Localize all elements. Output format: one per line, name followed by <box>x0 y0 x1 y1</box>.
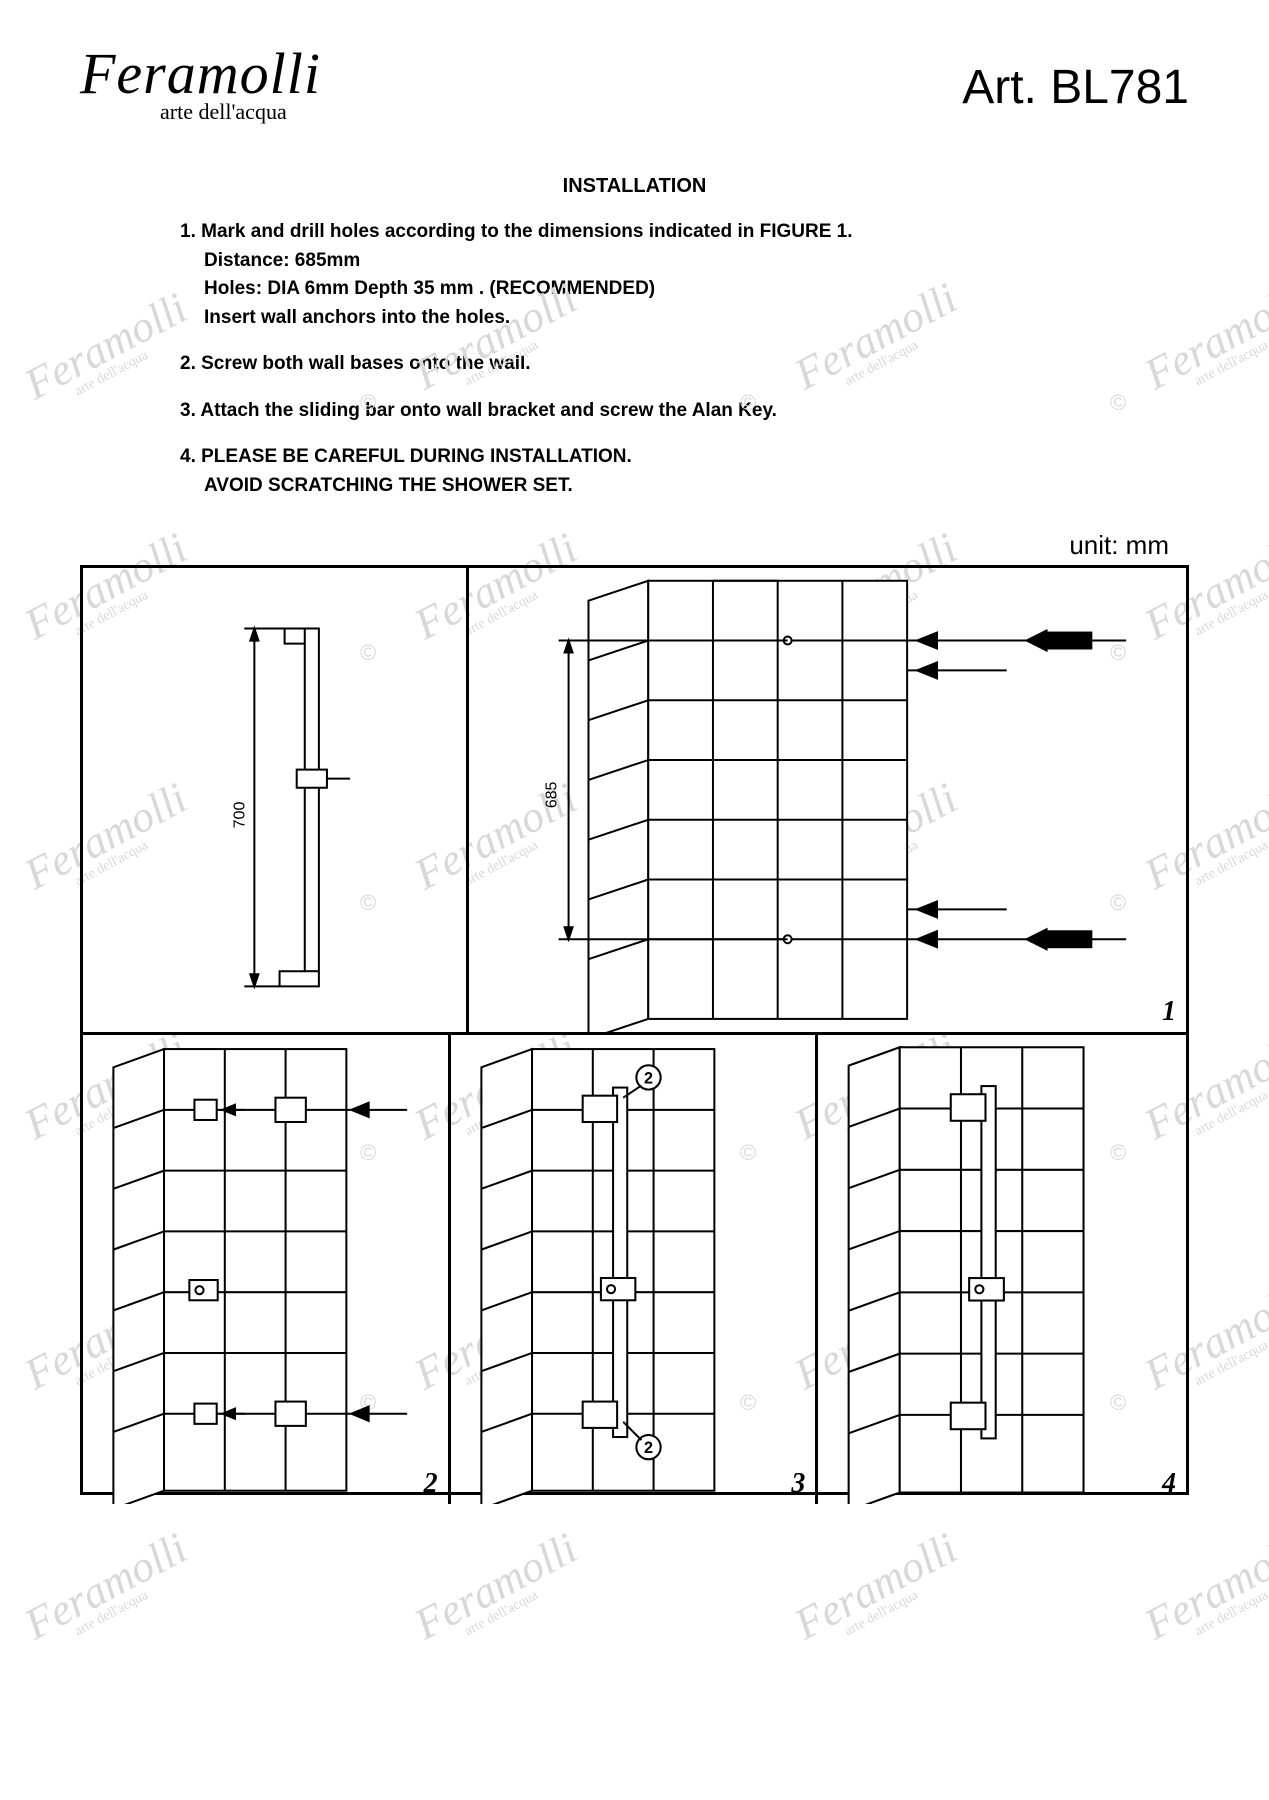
watermark: Feramolliarte dell'acqua <box>16 1522 200 1658</box>
article-number: Art. BL781 <box>962 60 1189 115</box>
callout-2-bottom: 2 <box>644 1439 653 1457</box>
panel-1-svg: 685 <box>469 568 1186 1032</box>
panel-2-svg <box>83 1035 448 1505</box>
panel-4-number: 4 <box>1162 1468 1176 1500</box>
bar-dimension-svg: 700 <box>83 568 466 1032</box>
watermark: Feramolliarte dell'acqua <box>786 1522 970 1658</box>
unit-label: unit: mm <box>80 530 1169 561</box>
step-4: 4. PLEASE BE CAREFUL DURING INSTALLATION… <box>180 443 1089 500</box>
watermark: Feramolliarte dell'acqua <box>1136 272 1269 408</box>
panel-4: 4 <box>818 1035 1186 1505</box>
step-4-line1: 4. PLEASE BE CAREFUL DURING INSTALLATION… <box>180 443 1089 472</box>
figure-area: unit: mm <box>80 530 1189 1495</box>
watermark: Feramolliarte dell'acqua <box>1136 1522 1269 1658</box>
step-2: 2. Screw both wall bases onto the wall. <box>180 350 1089 379</box>
brand-name: Feramolli <box>80 40 321 107</box>
figure-row-1: 700 <box>83 568 1186 1035</box>
brand-block: Feramolli arte dell'acqua <box>80 40 321 125</box>
dim-700: 700 <box>230 801 248 828</box>
step-3: 3. Attach the sliding bar onto wall brac… <box>180 397 1089 426</box>
panel-1: 685 1 <box>469 568 1186 1032</box>
callout-2-top: 2 <box>644 1069 653 1087</box>
watermark: Feramolliarte dell'acqua <box>406 1522 590 1658</box>
panel-2-number: 2 <box>424 1468 438 1500</box>
panel-3: 2 2 3 <box>451 1035 819 1505</box>
dim-685: 685 <box>544 781 561 808</box>
panel-2: 2 <box>83 1035 451 1505</box>
step-4-line2: AVOID SCRATCHING THE SHOWER SET. <box>204 472 1089 501</box>
panel-1-number: 1 <box>1162 996 1176 1028</box>
copyright-mark: © <box>1110 390 1126 416</box>
panel-3-svg: 2 2 <box>451 1035 816 1505</box>
figure-row-2: 2 <box>83 1035 1186 1505</box>
figure-box: 700 <box>80 565 1189 1495</box>
step-1-line4: Insert wall anchors into the holes. <box>204 304 1089 333</box>
header: Feramolli arte dell'acqua Art. BL781 <box>0 0 1269 145</box>
step-1: 1. Mark and drill holes according to the… <box>180 218 1089 332</box>
step-1-line3: Holes: DIA 6mm Depth 35 mm . (RECOMMENDE… <box>204 275 1089 304</box>
step-1-line2: Distance: 685mm <box>204 247 1089 276</box>
step-1-line1: 1. Mark and drill holes according to the… <box>180 218 1089 247</box>
panel-bar-dimension: 700 <box>83 568 469 1032</box>
watermark: Feramolliarte dell'acqua <box>16 282 200 418</box>
panel-4-svg <box>818 1035 1186 1505</box>
brand-tagline: arte dell'acqua <box>160 99 321 125</box>
section-title: INSTALLATION <box>0 175 1269 198</box>
panel-3-number: 3 <box>791 1468 805 1500</box>
instructions: 1. Mark and drill holes according to the… <box>180 218 1089 500</box>
